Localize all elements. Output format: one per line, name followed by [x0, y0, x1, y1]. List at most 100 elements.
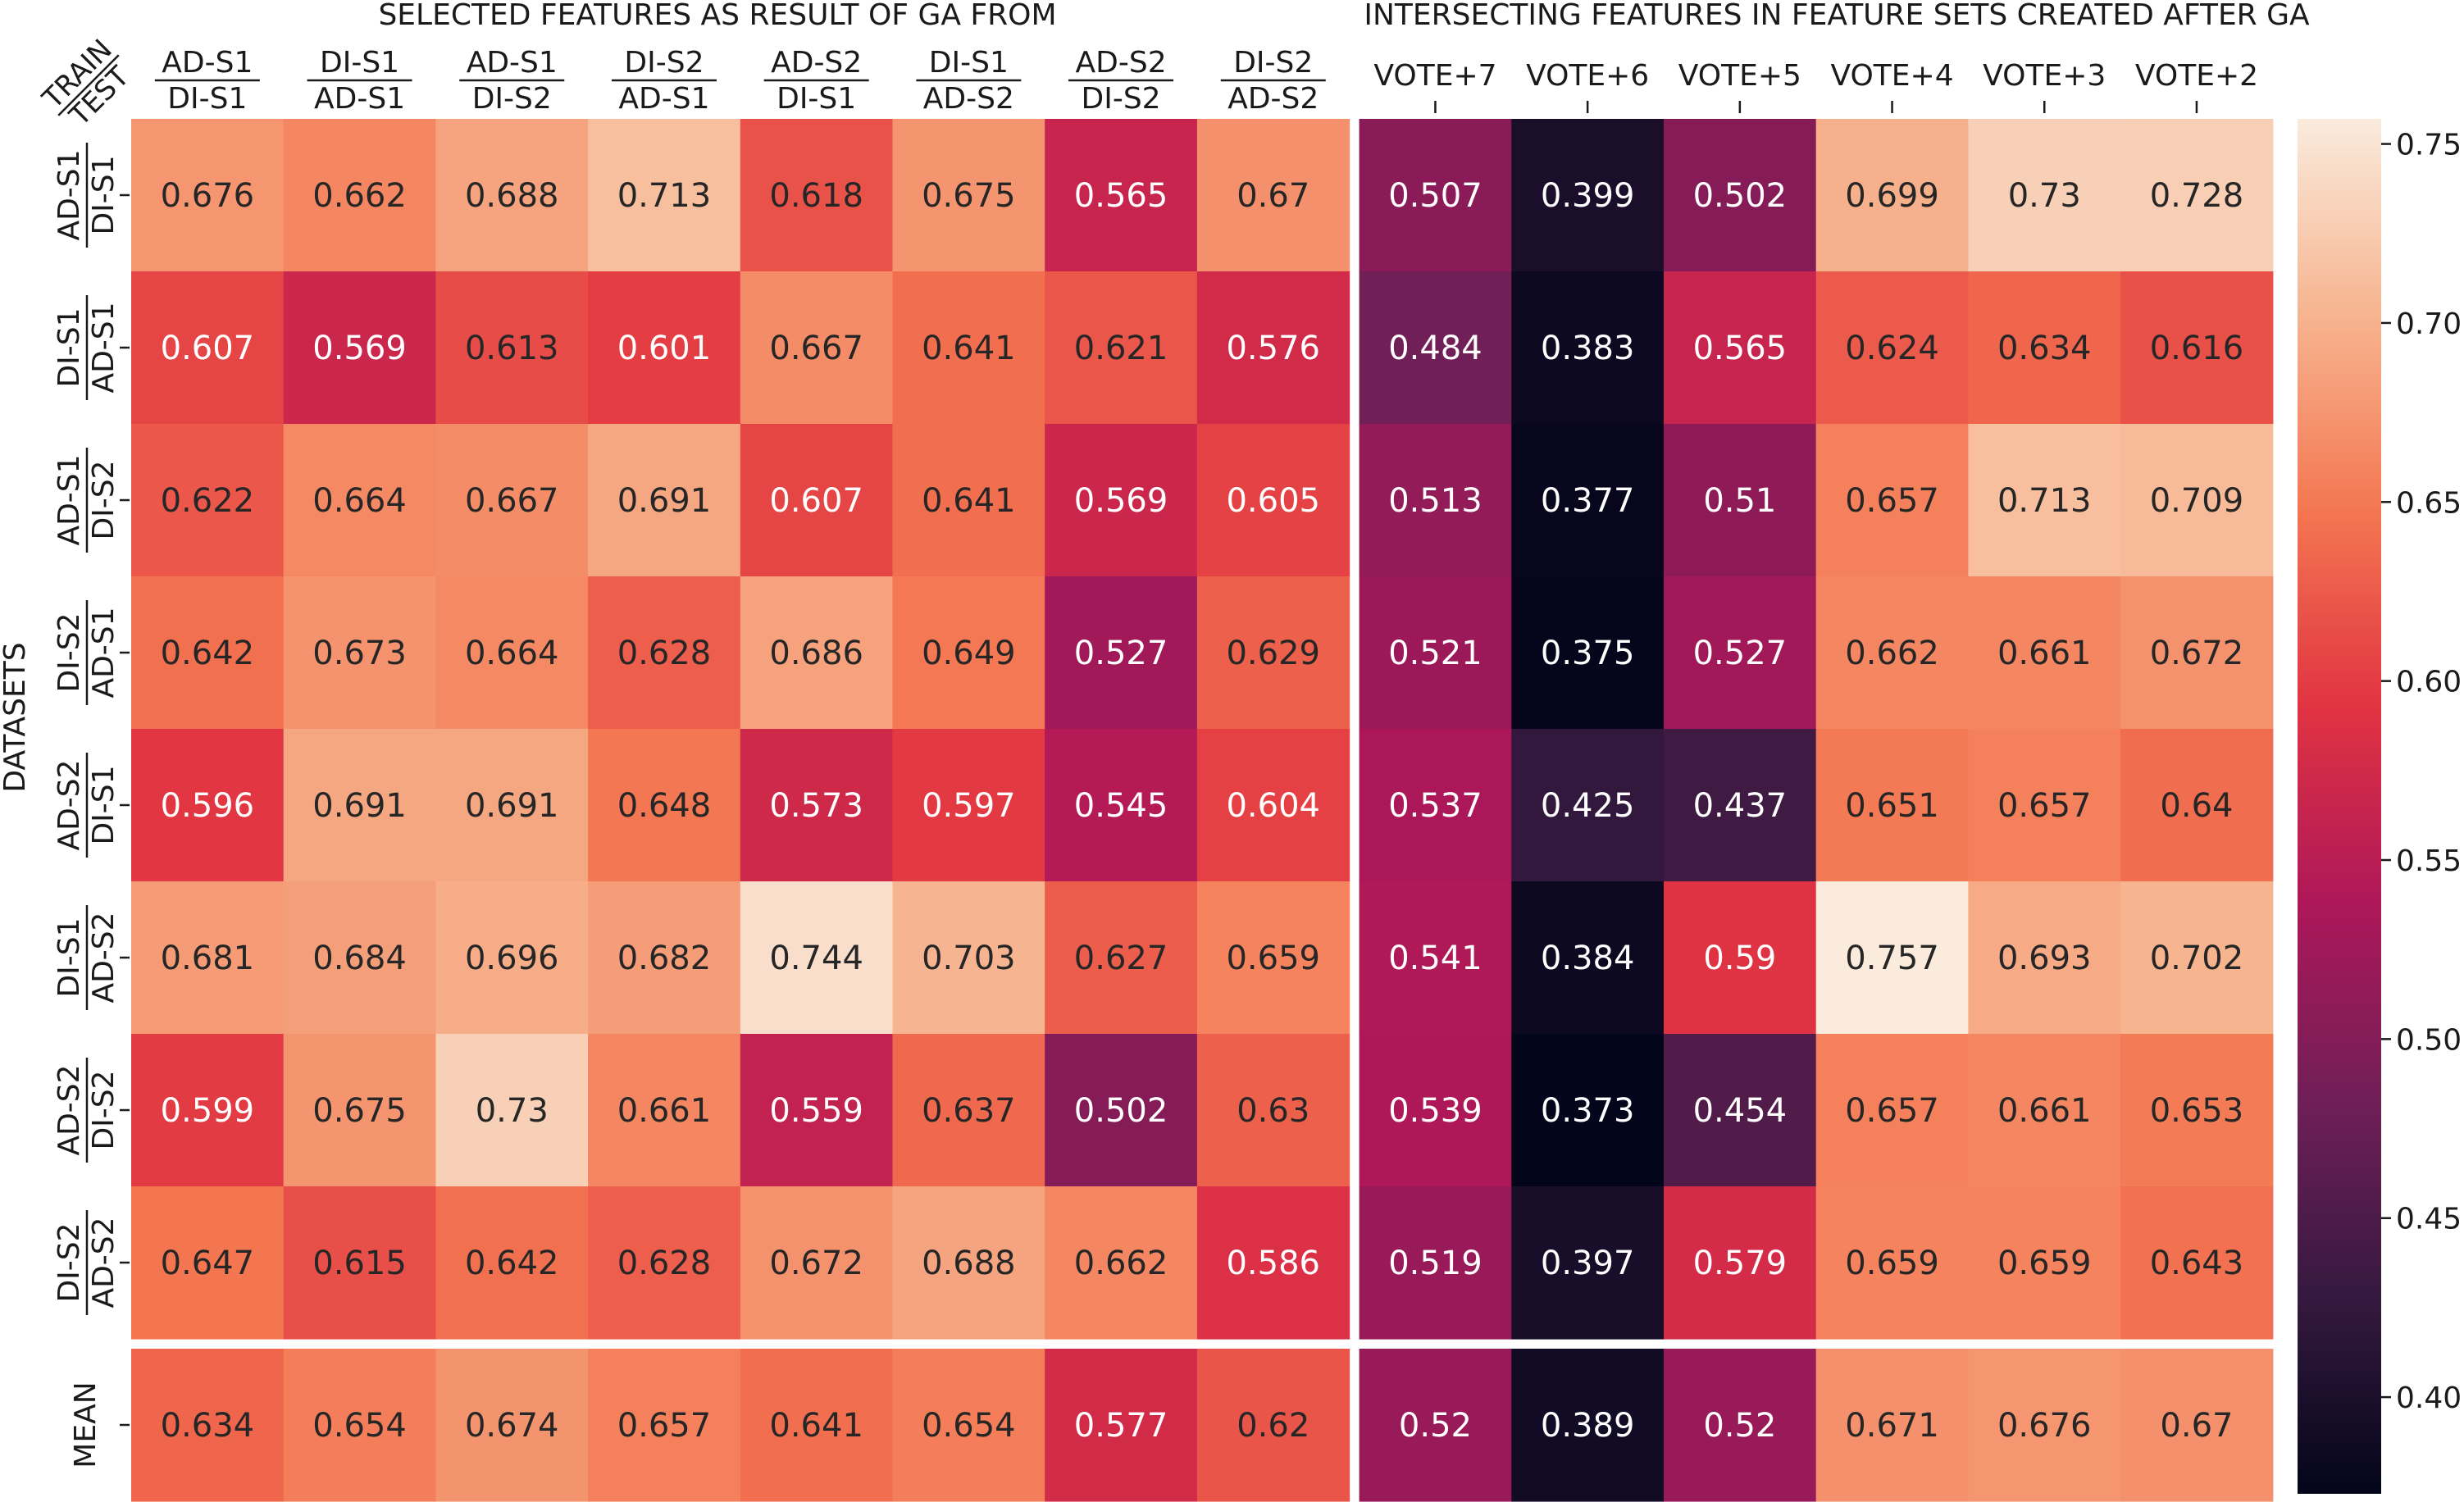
train-test-corner: TRAIN TEST: [36, 33, 136, 133]
heatmap-cell: [2120, 119, 2274, 272]
heatmap-cell: [1511, 576, 1665, 730]
heatmap-cell: [131, 1349, 285, 1502]
heatmap-cell: [1359, 729, 1512, 882]
heatmap-cell: [1815, 1034, 1969, 1187]
heatmap-cell: [740, 576, 894, 730]
title-selected-features: SELECTED FEATURES AS RESULT OF GA FROM: [378, 0, 1056, 32]
heatmap-cell: [435, 1349, 589, 1502]
cell-value-label: 0.437: [1693, 787, 1788, 825]
cell-value-label: 0.621: [1074, 330, 1168, 367]
heatmap-cell: [131, 881, 285, 1035]
cell-value-label: 0.667: [465, 482, 559, 520]
column-label: VOTE+3: [1983, 59, 2106, 93]
cell-value-label: 0.521: [1388, 635, 1482, 672]
heatmap-cell: [892, 1186, 1045, 1340]
heatmap-cell: [892, 424, 1045, 577]
row-label-group: AD-S1 DI-S1: [52, 143, 121, 248]
colorbar-tick-label: 0.55: [2396, 844, 2462, 878]
column-label-test: DI-S1: [777, 82, 856, 116]
cell-value-label: 0.744: [769, 940, 863, 977]
heatmap-cell: [740, 1349, 894, 1502]
heatmap-cell: [740, 729, 894, 882]
cell-value-label: 0.682: [617, 940, 712, 977]
cell-value-label: 0.661: [617, 1092, 712, 1130]
row-label: MEAN: [69, 1381, 102, 1468]
cell-value-label: 0.664: [312, 482, 407, 520]
heatmap-cell: [1045, 881, 1198, 1035]
cell-value-label: 0.64: [2160, 787, 2233, 825]
heatmap-cell: [1511, 119, 1665, 272]
colorbar-gradient: [2298, 119, 2381, 1494]
heatmap-cell: [1359, 271, 1512, 425]
cell-value-label: 0.653: [2150, 1092, 2244, 1130]
heatmap-cell: [1664, 1186, 1817, 1340]
cell-value-label: 0.672: [2150, 635, 2244, 672]
heatmap-cell: [1196, 424, 1350, 577]
cell-value-label: 0.62: [1237, 1407, 1309, 1445]
heatmap-cell: [1815, 271, 1969, 425]
cell-value-label: 0.375: [1541, 635, 1635, 672]
heatmap-cell: [435, 271, 589, 425]
cell-value-label: 0.671: [1845, 1407, 1939, 1445]
heatmap-cell: [283, 881, 436, 1035]
cell-value-label: 0.696: [465, 940, 559, 977]
heatmap-cell: [1196, 1034, 1350, 1187]
cell-value-label: 0.484: [1388, 330, 1482, 367]
row-label-test: DI-S1: [87, 155, 121, 234]
cell-value-label: 0.657: [1845, 1092, 1939, 1130]
heatmap-cell: [892, 271, 1045, 425]
heatmap-cell: [892, 1349, 1045, 1502]
cell-value-label: 0.527: [1693, 635, 1788, 672]
heatmap-cell: [435, 1034, 589, 1187]
cell-value-label: 0.596: [161, 787, 255, 825]
cell-value-label: 0.651: [1845, 787, 1939, 825]
column-label: VOTE+6: [1526, 59, 1649, 93]
cell-value-label: 0.664: [465, 635, 559, 672]
cell-value-label: 0.605: [1226, 482, 1320, 520]
heatmap-cell: [131, 576, 285, 730]
heatmap-cell: [1196, 576, 1350, 730]
cell-value-label: 0.659: [1226, 940, 1320, 977]
heatmap-cell: [131, 1186, 285, 1340]
cell-value-label: 0.684: [312, 940, 407, 977]
cell-value-label: 0.657: [1845, 482, 1939, 520]
heatmap-cell: [1511, 1034, 1665, 1187]
heatmap-cell: [1045, 1034, 1198, 1187]
cell-value-label: 0.686: [769, 635, 863, 672]
heatmap-cell: [1045, 119, 1198, 272]
heatmap-cell: [892, 1034, 1045, 1187]
cell-value-label: 0.389: [1541, 1407, 1635, 1445]
cell-value-label: 0.661: [1997, 1092, 2092, 1130]
colorbar-tick-label: 0.60: [2396, 666, 2462, 699]
heatmap-cell: [435, 881, 589, 1035]
cell-value-label: 0.454: [1693, 1092, 1788, 1130]
column-label-train: AD-S2: [1076, 46, 1167, 80]
cell-value-label: 0.661: [1997, 635, 2092, 672]
colorbar-tick-label: 0.70: [2396, 307, 2462, 341]
heatmap-cell: [740, 1186, 894, 1340]
heatmap-cell: [1045, 1349, 1198, 1502]
heatmap-cell: [588, 576, 741, 730]
cell-value-label: 0.73: [476, 1092, 549, 1130]
cell-value-label: 0.628: [617, 1245, 712, 1282]
heatmap-cell: [1045, 576, 1198, 730]
cell-value-label: 0.703: [922, 940, 1016, 977]
cell-value-label: 0.662: [1845, 635, 1939, 672]
cell-value-label: 0.691: [312, 787, 407, 825]
cell-value-label: 0.643: [2150, 1245, 2244, 1282]
cell-value-label: 0.757: [1845, 940, 1939, 977]
heatmap-cell: [740, 424, 894, 577]
column-label: VOTE+2: [2135, 59, 2258, 93]
heatmap-cell: [435, 424, 589, 577]
row-label-train: AD-S2: [52, 1064, 86, 1155]
cell-value-label: 0.599: [161, 1092, 255, 1130]
cell-value-label: 0.607: [769, 482, 863, 520]
heatmap-cell: [1511, 271, 1665, 425]
cell-value-label: 0.569: [1074, 482, 1168, 520]
column-label-test: DI-S2: [1082, 82, 1161, 116]
cell-value-label: 0.615: [312, 1245, 407, 1282]
cell-value-label: 0.628: [617, 635, 712, 672]
row-label-test: AD-S2: [87, 1217, 121, 1308]
cell-value-label: 0.709: [2150, 482, 2244, 520]
